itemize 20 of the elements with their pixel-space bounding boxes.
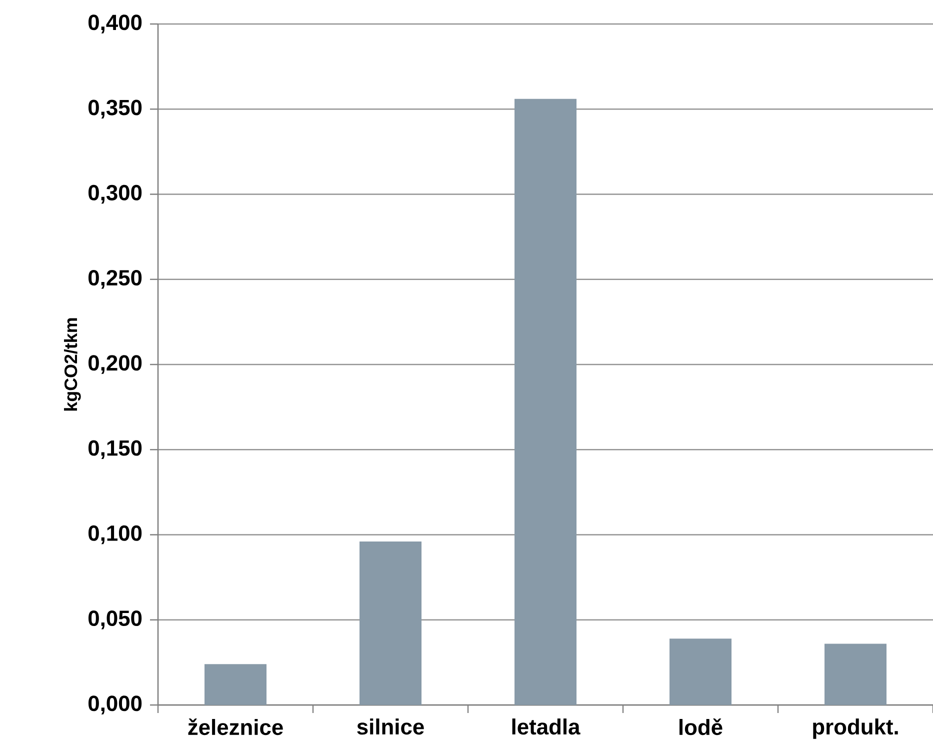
bar — [204, 664, 267, 705]
y-tick-label: 0,350 — [88, 100, 142, 118]
y-tick-label: 0,150 — [88, 440, 142, 459]
bar — [360, 542, 422, 705]
bar — [824, 644, 887, 705]
y-tick-label: 0,050 — [88, 610, 142, 630]
y-tick-label: 0,250 — [88, 270, 142, 289]
x-tick-label: silnice — [357, 718, 424, 735]
y-axis-title: kgCO2/tkm — [64, 318, 81, 411]
x-tick-label: letadla — [512, 718, 580, 735]
x-tick-label: produkt. — [813, 718, 898, 739]
y-tick-label: 0,000 — [88, 696, 142, 714]
y-tick-label: 0,300 — [88, 184, 142, 204]
x-tick-label: lodě — [680, 718, 722, 736]
x-tick-label: železnice — [188, 718, 283, 736]
y-tick-label: 0,100 — [88, 525, 142, 544]
bar — [670, 638, 732, 705]
y-tick-label: 0,400 — [88, 14, 142, 34]
y-tick-label: 0,200 — [88, 355, 142, 374]
bar — [514, 98, 577, 705]
